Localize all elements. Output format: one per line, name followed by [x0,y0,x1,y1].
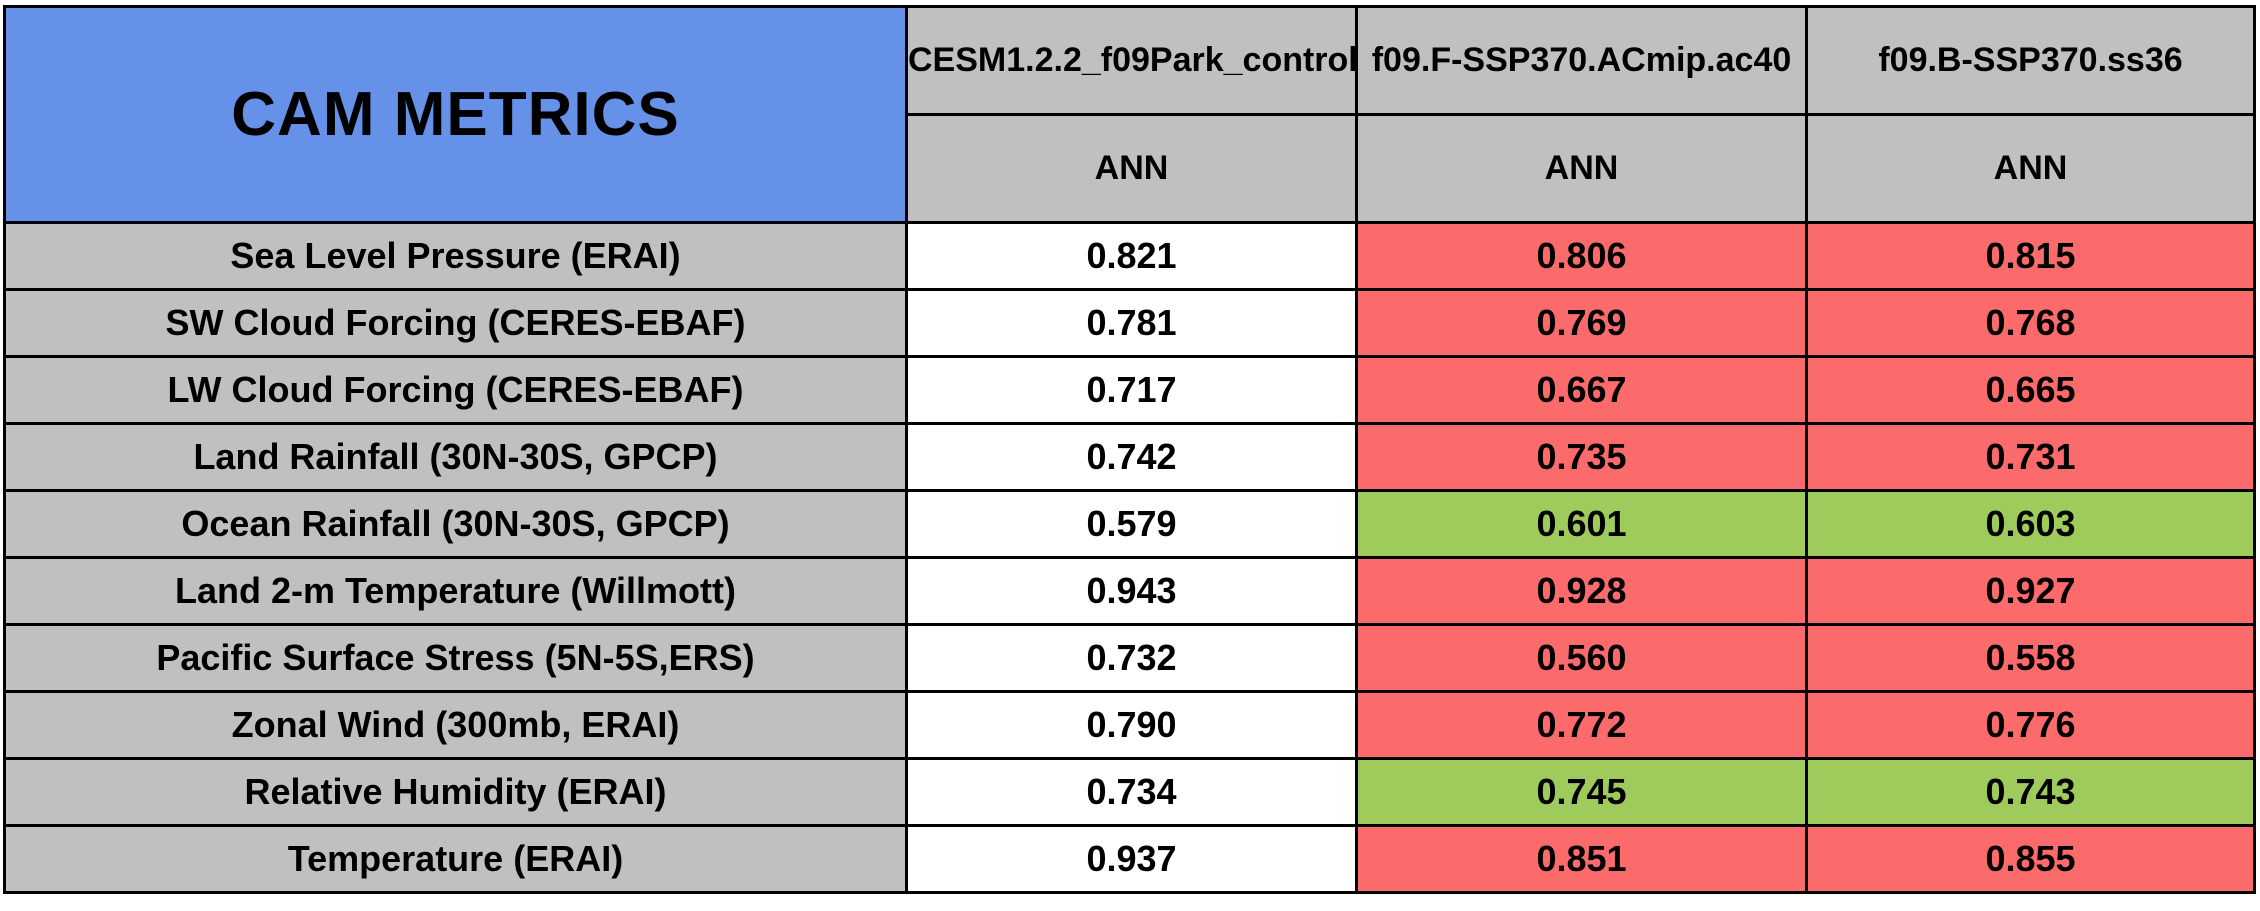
table-row: Zonal Wind (300mb, ERAI) 0.790 0.772 0.7… [3,690,2256,760]
season-header-cell: ANN [1355,113,1808,224]
metric-value-cell: 0.560 [1355,623,1808,693]
season-header-cell: ANN [1805,113,2256,224]
metric-value-cell: 0.927 [1805,556,2256,626]
model-name: f09.B-SSP370.ss36 [1878,41,2183,79]
metric-value-cell: 0.769 [1355,288,1808,358]
metric-value-cell: 0.772 [1355,690,1808,760]
metric-value-cell: 0.717 [905,355,1358,425]
metric-value-cell: 0.745 [1355,757,1808,827]
metric-value-cell: 0.851 [1355,824,1808,894]
table-row: LW Cloud Forcing (CERES-EBAF) 0.717 0.66… [3,355,2256,425]
metric-label-cell: Ocean Rainfall (30N-30S, GPCP) [3,489,908,559]
table-row: Ocean Rainfall (30N-30S, GPCP) 0.579 0.6… [3,489,2256,559]
table-row: Relative Humidity (ERAI) 0.734 0.745 0.7… [3,757,2256,827]
table-row: Pacific Surface Stress (5N-5S,ERS) 0.732… [3,623,2256,693]
table-row: Land 2-m Temperature (Willmott) 0.943 0.… [3,556,2256,626]
table-row: Land Rainfall (30N-30S, GPCP) 0.742 0.73… [3,422,2256,492]
metric-value-cell: 0.742 [905,422,1358,492]
page-title: CAM METRICS [231,80,680,149]
metric-value-cell: 0.855 [1805,824,2256,894]
season-label: ANN [1094,149,1169,187]
metric-label-cell: Pacific Surface Stress (5N-5S,ERS) [3,623,908,693]
season-label: ANN [1544,149,1619,187]
model-name: f09.F-SSP370.ACmip.ac40 [1371,41,1792,79]
model-header-cell: f09.F-SSP370.ACmip.ac40 [1355,5,1808,116]
metric-label-cell: Temperature (ERAI) [3,824,908,894]
metric-value-cell: 0.928 [1355,556,1808,626]
table-title-cell: CAM METRICS [3,5,908,224]
metric-value-cell: 0.943 [905,556,1358,626]
metric-value-cell: 0.735 [1355,422,1808,492]
metric-value-cell: 0.937 [905,824,1358,894]
metric-value-cell: 0.731 [1805,422,2256,492]
metric-label-cell: Sea Level Pressure (ERAI) [3,221,908,291]
metric-label-cell: Land 2-m Temperature (Willmott) [3,556,908,626]
metric-value-cell: 0.667 [1355,355,1808,425]
table-row: Sea Level Pressure (ERAI) 0.821 0.806 0.… [3,221,2256,291]
metric-value-cell: 0.603 [1805,489,2256,559]
metric-value-cell: 0.732 [905,623,1358,693]
season-label: ANN [1993,149,2068,187]
metric-value-cell: 0.579 [905,489,1358,559]
metric-value-cell: 0.601 [1355,489,1808,559]
cam-metrics-table: CAM METRICS CESM1.2.2_f09Park_control f0… [3,5,2256,894]
model-name: CESM1.2.2_f09Park_control [908,41,1357,79]
metric-value-cell: 0.734 [905,757,1358,827]
metric-value-cell: 0.743 [1805,757,2256,827]
metric-value-cell: 0.781 [905,288,1358,358]
metric-label-cell: Zonal Wind (300mb, ERAI) [3,690,908,760]
season-header-cell: ANN [905,113,1358,224]
metric-value-cell: 0.558 [1805,623,2256,693]
metric-value-cell: 0.821 [905,221,1358,291]
metric-value-cell: 0.815 [1805,221,2256,291]
metric-value-cell: 0.790 [905,690,1358,760]
model-header-cell: f09.B-SSP370.ss36 [1805,5,2256,116]
model-header-row: CAM METRICS CESM1.2.2_f09Park_control f0… [3,5,2256,224]
metric-value-cell: 0.768 [1805,288,2256,358]
metric-label-cell: LW Cloud Forcing (CERES-EBAF) [3,355,908,425]
season-header-row: ANN ANN ANN [5,113,2256,224]
model-header-cell: CESM1.2.2_f09Park_control [905,5,1358,116]
metric-label-cell: Relative Humidity (ERAI) [3,757,908,827]
table-row: Temperature (ERAI) 0.937 0.851 0.855 [3,824,2256,894]
metric-value-cell: 0.665 [1805,355,2256,425]
table-row: SW Cloud Forcing (CERES-EBAF) 0.781 0.76… [3,288,2256,358]
metric-value-cell: 0.776 [1805,690,2256,760]
metric-value-cell: 0.806 [1355,221,1808,291]
metric-label-cell: Land Rainfall (30N-30S, GPCP) [3,422,908,492]
metric-label-cell: SW Cloud Forcing (CERES-EBAF) [3,288,908,358]
